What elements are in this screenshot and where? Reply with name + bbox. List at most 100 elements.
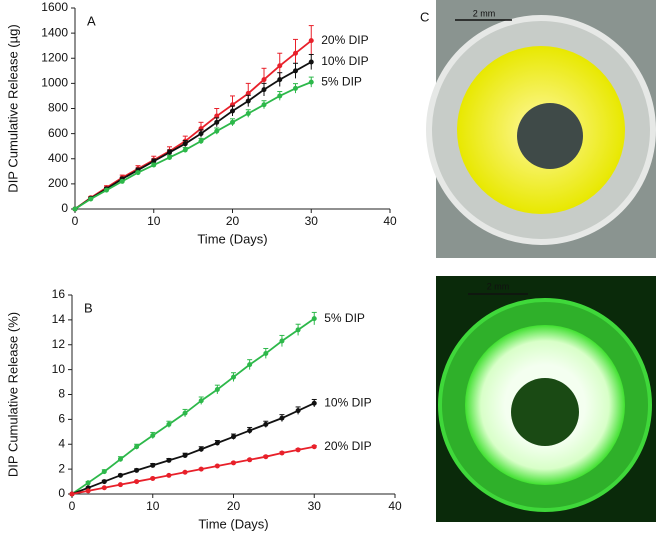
y-tick-label: 1000 bbox=[41, 76, 68, 90]
x-tick-label: 10 bbox=[147, 214, 161, 228]
scale-bar-label: 2 mm bbox=[487, 281, 510, 291]
point bbox=[293, 68, 298, 74]
point bbox=[247, 428, 253, 434]
point bbox=[182, 452, 188, 458]
point bbox=[198, 138, 204, 144]
point bbox=[198, 398, 204, 404]
point bbox=[311, 400, 317, 406]
point bbox=[277, 63, 283, 69]
point bbox=[308, 79, 314, 85]
photo-top: 2 mm C bbox=[420, 0, 656, 258]
y-tick-label: 6 bbox=[58, 412, 65, 426]
series-line bbox=[71, 445, 315, 495]
y-tick-label: 0 bbox=[61, 201, 68, 215]
point bbox=[311, 444, 317, 450]
y-tick-label: 1200 bbox=[41, 50, 68, 64]
point bbox=[245, 98, 251, 104]
y-tick-label: 10 bbox=[52, 362, 66, 376]
point bbox=[230, 119, 235, 125]
point bbox=[101, 485, 107, 491]
x-tick-label: 30 bbox=[305, 214, 319, 228]
y-tick-label: 600 bbox=[48, 126, 68, 140]
series-line bbox=[71, 317, 315, 495]
point bbox=[295, 408, 301, 414]
point bbox=[119, 178, 125, 184]
scale-bar-label: 2 mm bbox=[473, 8, 496, 18]
x-tick-label: 40 bbox=[383, 214, 397, 228]
point bbox=[277, 77, 283, 83]
point bbox=[134, 467, 140, 473]
y-tick-label: 800 bbox=[48, 101, 68, 115]
point bbox=[134, 444, 140, 450]
point bbox=[182, 141, 188, 147]
series-label: 20% DIP bbox=[321, 33, 368, 47]
y-tick-label: 4 bbox=[58, 436, 65, 450]
point bbox=[85, 480, 91, 486]
series-label: 5% DIP bbox=[321, 74, 362, 88]
point bbox=[182, 469, 188, 475]
series-line bbox=[74, 81, 312, 210]
x-tick-label: 0 bbox=[69, 499, 76, 513]
point bbox=[117, 456, 123, 462]
y-tick-label: 12 bbox=[52, 337, 66, 351]
point bbox=[263, 421, 269, 427]
y-axis-label: DIP Cumulative Release (µg) bbox=[5, 24, 20, 192]
point bbox=[311, 316, 317, 322]
point bbox=[279, 450, 285, 456]
point bbox=[198, 446, 204, 452]
point bbox=[198, 131, 204, 137]
point bbox=[279, 415, 285, 421]
point bbox=[167, 149, 172, 155]
point bbox=[214, 440, 220, 446]
series-line bbox=[74, 61, 312, 210]
point bbox=[117, 482, 123, 488]
point bbox=[245, 90, 251, 96]
point bbox=[308, 59, 314, 65]
x-tick-label: 40 bbox=[388, 499, 402, 513]
x-tick-label: 10 bbox=[146, 499, 160, 513]
point bbox=[214, 387, 220, 393]
point bbox=[151, 158, 157, 164]
point bbox=[101, 479, 107, 485]
point bbox=[293, 50, 298, 56]
y-tick-label: 200 bbox=[48, 176, 68, 190]
point bbox=[231, 460, 236, 466]
point bbox=[101, 469, 107, 475]
point bbox=[69, 491, 75, 497]
point bbox=[231, 434, 236, 440]
y-axis-label: DIP Cumulative Release (%) bbox=[5, 312, 20, 477]
x-axis-label: Time (Days) bbox=[197, 231, 267, 246]
point bbox=[247, 457, 253, 463]
series-label: 10% DIP bbox=[321, 54, 368, 68]
point bbox=[151, 162, 157, 168]
point bbox=[230, 108, 235, 114]
point bbox=[295, 447, 301, 453]
series-line bbox=[71, 402, 315, 495]
point bbox=[104, 187, 109, 193]
point bbox=[166, 421, 172, 427]
point bbox=[134, 479, 140, 485]
point bbox=[88, 196, 94, 202]
point bbox=[263, 350, 269, 356]
y-tick-label: 16 bbox=[52, 287, 66, 301]
point bbox=[214, 113, 220, 119]
point bbox=[293, 85, 298, 91]
x-tick-label: 30 bbox=[308, 499, 322, 513]
point bbox=[150, 433, 156, 439]
x-tick-label: 0 bbox=[72, 214, 79, 228]
y-tick-label: 2 bbox=[58, 461, 65, 475]
point bbox=[135, 170, 141, 176]
point bbox=[166, 472, 172, 478]
x-tick-label: 20 bbox=[226, 214, 240, 228]
x-tick-label: 20 bbox=[227, 499, 241, 513]
panel-label: A bbox=[87, 13, 96, 28]
panel-label: B bbox=[84, 300, 93, 315]
point bbox=[214, 463, 220, 469]
point bbox=[166, 457, 172, 463]
point bbox=[261, 87, 267, 93]
point bbox=[261, 102, 267, 108]
point bbox=[231, 374, 236, 380]
series-label: 5% DIP bbox=[324, 311, 365, 325]
point bbox=[117, 472, 123, 478]
